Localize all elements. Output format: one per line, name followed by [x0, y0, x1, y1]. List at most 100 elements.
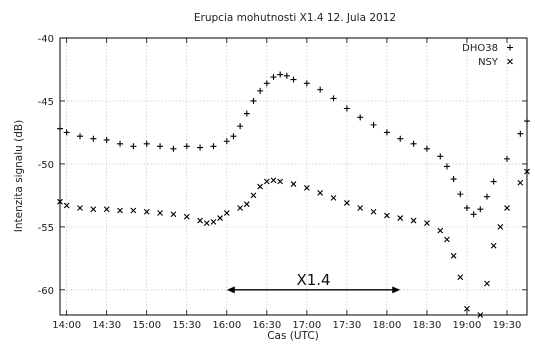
data-point-dho38 — [270, 74, 277, 81]
annotation-arrow-head-right — [392, 286, 401, 294]
data-point-dho38 — [63, 129, 70, 136]
y-tick-label: -50 — [38, 160, 54, 171]
data-point-dho38 — [290, 76, 297, 83]
annotation-arrow-head-left — [226, 286, 235, 294]
data-point-dho38 — [503, 155, 510, 162]
data-point-dho38 — [517, 130, 524, 137]
legend: DHO38 NSY — [462, 43, 513, 68]
data-point-dho38 — [470, 211, 477, 218]
data-point-dho38 — [410, 140, 417, 147]
data-point-nsy — [370, 208, 377, 215]
x-tick-label: 19:00 — [453, 320, 482, 331]
annotation-label: X1.4 — [296, 271, 330, 289]
data-point-nsy — [384, 212, 390, 219]
data-point-nsy — [484, 280, 490, 287]
data-point-dho38 — [483, 193, 490, 200]
legend-label-nsy: NSY — [478, 57, 499, 68]
data-point-dho38 — [143, 140, 150, 147]
data-point-dho38 — [117, 140, 124, 147]
data-point-nsy — [203, 220, 210, 226]
data-point-nsy — [504, 205, 510, 211]
y-tick-label: -45 — [38, 97, 54, 108]
data-point-nsy — [303, 184, 310, 191]
data-point-nsy — [217, 215, 224, 221]
x-tick-label: 16:30 — [252, 320, 281, 331]
data-point-nsy — [223, 210, 230, 216]
x-tick-label: 14:00 — [52, 320, 81, 331]
data-point-nsy — [157, 210, 163, 216]
legend-marker-nsy — [507, 58, 513, 65]
data-point-dho38 — [183, 143, 190, 150]
data-point-nsy — [290, 181, 297, 187]
data-point-dho38 — [257, 87, 264, 94]
data-point-nsy — [130, 207, 137, 214]
data-point-nsy — [103, 206, 110, 213]
data-point-nsy — [183, 213, 190, 220]
data-point-nsy — [437, 227, 444, 234]
data-point-dho38 — [303, 80, 310, 87]
data-point-nsy — [63, 202, 70, 209]
data-point-nsy — [90, 206, 97, 213]
data-point-dho38 — [263, 80, 270, 87]
data-point-nsy — [357, 205, 364, 211]
data-point-nsy — [497, 223, 504, 230]
data-point-dho38 — [210, 143, 217, 150]
data-point-dho38 — [397, 135, 404, 142]
data-point-dho38 — [443, 163, 450, 170]
y-tick-label: -60 — [38, 286, 54, 297]
tick-layer: 14:00 14:30 15:00 15:30 16:00 16:30 17:00 17:30… — [38, 34, 527, 331]
chart-title: Erupcia mohutnosti X1.4 12. Jula 2012 — [194, 12, 396, 24]
data-point-nsy — [464, 305, 470, 312]
x-tick-label: 14:30 — [92, 320, 121, 331]
data-point-dho38 — [450, 176, 457, 183]
data-point-nsy — [243, 201, 250, 208]
data-point-dho38 — [317, 86, 324, 93]
legend-marker-dho38 — [507, 44, 513, 51]
data-point-dho38 — [103, 136, 110, 143]
data-point-nsy — [77, 205, 83, 211]
x-tick-label: 16:00 — [212, 320, 241, 331]
data-point-nsy — [270, 177, 277, 184]
data-point-nsy — [117, 207, 123, 214]
data-point-nsy — [317, 189, 324, 196]
x-tick-label: 18:00 — [372, 320, 401, 331]
data-point-dho38 — [277, 71, 284, 78]
data-point-dho38 — [223, 138, 230, 145]
annotation-layer: X1.4 — [226, 271, 401, 294]
data-point-nsy — [250, 192, 257, 199]
data-point-dho38 — [370, 121, 377, 128]
data-point-nsy — [263, 178, 270, 185]
x-tick-label: 17:30 — [332, 320, 361, 331]
data-point-dho38 — [77, 133, 84, 140]
data-point-dho38 — [157, 143, 164, 150]
legend-label-dho38: DHO38 — [462, 43, 498, 54]
data-point-dho38 — [383, 129, 390, 136]
data-point-dho38 — [197, 144, 204, 151]
data-point-nsy — [444, 236, 450, 243]
data-point-dho38 — [437, 153, 444, 160]
data-point-dho38 — [237, 123, 244, 130]
data-point-dho38 — [477, 206, 484, 213]
data-point-nsy — [210, 218, 217, 225]
x-tick-label: 18:30 — [413, 320, 442, 331]
data-point-dho38 — [250, 97, 257, 104]
data-point-nsy — [237, 205, 244, 211]
x-axis-title: Cas (UTC) — [267, 330, 319, 342]
series-dho38 — [57, 71, 530, 218]
data-point-nsy — [457, 274, 464, 281]
data-point-dho38 — [330, 95, 337, 102]
data-point-nsy — [330, 195, 337, 201]
x-tick-label: 17:00 — [292, 320, 321, 331]
data-point-dho38 — [343, 105, 350, 112]
x-tick-label: 15:30 — [172, 320, 201, 331]
data-point-dho38 — [357, 114, 364, 121]
data-point-dho38 — [230, 133, 237, 140]
plot-frame — [59, 37, 528, 316]
data-point-nsy — [490, 242, 497, 249]
data-point-nsy — [517, 179, 524, 186]
data-point-nsy — [397, 215, 404, 221]
data-point-dho38 — [170, 145, 177, 152]
data-point-nsy — [450, 252, 457, 259]
